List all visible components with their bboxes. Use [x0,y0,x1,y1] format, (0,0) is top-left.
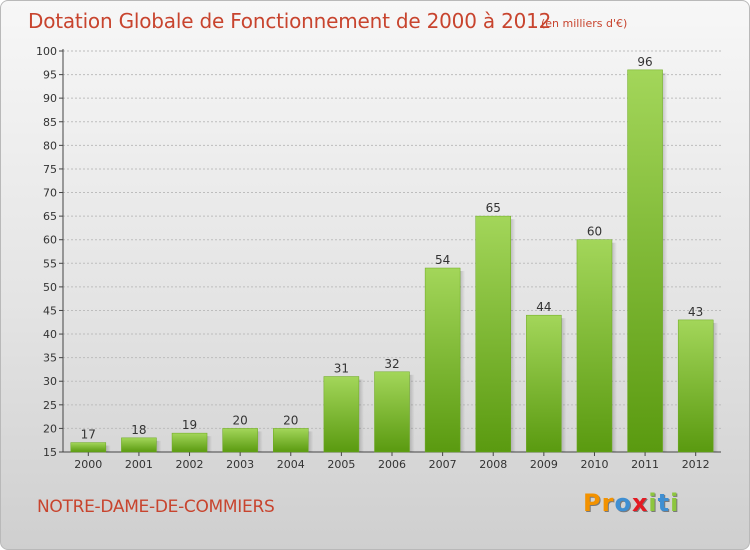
x-tick-label: 2001 [125,458,153,471]
bar [222,428,258,453]
bar-shadow [308,431,314,452]
data-label: 43 [688,305,703,319]
data-label: 31 [334,362,349,376]
y-tick-label: 80 [43,139,57,152]
logo-letter: o [614,489,632,517]
bar [424,267,461,453]
data-label: 18 [131,423,146,437]
bar-shadow [409,374,415,452]
commune-name: NOTRE-DAME-DE-COMMIERS [37,497,275,517]
y-tick-label: 50 [43,281,57,294]
y-tick-label: 100 [36,45,57,58]
bar-shadow [358,379,364,452]
x-tick-label: 2002 [176,458,204,471]
bar [576,239,613,453]
data-label: 60 [587,225,602,239]
x-tick-label: 2008 [479,458,507,471]
x-tick-label: 2009 [530,458,558,471]
data-label: 17 [81,428,96,442]
y-tick-label: 45 [43,304,57,317]
x-tick-label: 2005 [327,458,355,471]
data-label: 20 [283,413,298,427]
data-label: 96 [637,55,652,69]
chart-title: Dotation Globale de Fonctionnement de 20… [28,9,552,33]
bar [374,371,410,453]
y-tick-label: 20 [43,422,57,435]
y-tick-label: 55 [43,257,57,270]
x-tick-label: 2011 [631,458,659,471]
data-label: 65 [486,201,501,215]
logo-letter: P [583,489,602,517]
logo-letter: t [657,489,671,517]
y-tick-label: 25 [43,399,57,412]
x-tick-label: 2006 [378,458,406,471]
bars [70,69,719,453]
data-label: 54 [435,253,450,267]
y-tick-label: 85 [43,116,57,129]
logo-letter: i [670,489,680,517]
x-tick-label: 2004 [277,458,305,471]
logo-letter: r [601,489,615,517]
x-tick-label: 2010 [580,458,608,471]
x-tick-label: 2000 [74,458,102,471]
y-tick-label: 60 [43,234,57,247]
labels: 15 20 25 30 35 40 45 50 55 60 65 70 75 80 85 90 95 100 17 2… [36,45,710,471]
bar-shadow [662,72,668,452]
bar [70,442,107,453]
data-label: 44 [536,300,551,314]
bar-shadow [561,318,567,452]
logo-letter: x [631,489,649,517]
x-tick-label: 2012 [682,458,710,471]
bar [121,437,157,453]
bar-shadow [207,436,213,452]
y-tick-label: 40 [43,328,57,341]
bar-shadow [611,242,617,452]
bar-shadow [105,445,111,452]
chart-subtitle: (en milliers d'€) [541,17,628,30]
bar [526,314,562,453]
bar-shadow [713,322,719,452]
y-tick-label: 95 [43,69,57,82]
bar [627,69,663,453]
data-label: 19 [182,418,197,432]
y-tick-label: 35 [43,352,57,365]
data-label: 32 [384,357,399,371]
data-label: 20 [233,413,248,427]
y-tick-label: 65 [43,210,57,223]
bar [273,428,309,453]
bar-shadow [156,440,162,452]
bar-shadow [257,431,263,452]
y-tick-label: 15 [43,446,57,459]
bar [171,432,208,453]
bar-shadow [460,271,466,452]
x-tick-label: 2007 [429,458,457,471]
proxiti-logo: Proxiti [583,489,679,517]
bar [323,376,360,453]
bar [475,215,511,453]
logo-letter: i [648,489,658,517]
y-tick-label: 30 [43,375,57,388]
bar [677,319,714,453]
bar-shadow [510,219,516,452]
y-tick-label: 75 [43,163,57,176]
y-tick-label: 90 [43,92,57,105]
y-tick-label: 70 [43,187,57,200]
x-tick-label: 2003 [226,458,254,471]
